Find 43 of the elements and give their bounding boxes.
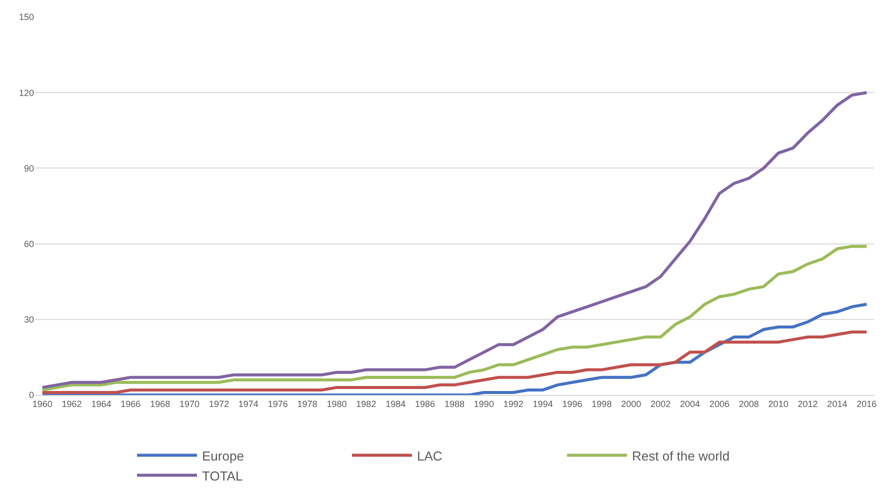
x-tick-label: 1968 bbox=[150, 398, 170, 409]
x-tick-label: 1976 bbox=[268, 398, 288, 409]
x-tick-label: 1986 bbox=[415, 398, 436, 409]
y-tick-label: 150 bbox=[18, 12, 34, 22]
x-tick-label: 1984 bbox=[386, 398, 406, 409]
x-tick-label: 1962 bbox=[62, 398, 82, 409]
y-tick-label: 30 bbox=[24, 314, 34, 325]
line-series bbox=[40, 330, 868, 394]
x-tick-label: 2008 bbox=[738, 398, 759, 409]
line-series bbox=[40, 91, 868, 389]
x-tick-label: 1996 bbox=[562, 398, 582, 409]
y-tick-label: 120 bbox=[18, 88, 34, 98]
x-tick-label: 1978 bbox=[297, 398, 318, 409]
x-tick-label: 2016 bbox=[856, 398, 877, 409]
legend-label: TOTAL bbox=[202, 468, 243, 484]
x-tick-label: 1964 bbox=[91, 398, 112, 409]
y-tick-label: 0 bbox=[28, 390, 34, 400]
line-series bbox=[40, 302, 868, 395]
x-tick-label: 1992 bbox=[503, 398, 524, 409]
x-tick-label: 2012 bbox=[798, 398, 818, 409]
x-tick-label: 2006 bbox=[709, 398, 730, 409]
x-tick-label: 2014 bbox=[827, 398, 848, 409]
x-tick-label: 1980 bbox=[326, 398, 347, 409]
line-series bbox=[40, 244, 868, 392]
x-tick-label: 2000 bbox=[621, 398, 642, 409]
x-tick-label: 1990 bbox=[474, 398, 494, 409]
legend-label: Rest of the world bbox=[632, 448, 730, 464]
y-tick-label: 60 bbox=[24, 238, 34, 249]
x-tick-label: 1974 bbox=[238, 398, 258, 409]
x-tick-label: 1970 bbox=[180, 398, 200, 409]
x-tick-label: 2004 bbox=[680, 398, 700, 409]
legend-label: Europe bbox=[202, 448, 244, 464]
x-tick-label: 2002 bbox=[650, 398, 671, 409]
x-tick-label: 1994 bbox=[532, 398, 553, 409]
x-tick-label: 1982 bbox=[356, 398, 376, 409]
x-tick-label: 1998 bbox=[592, 398, 612, 409]
y-tick-label: 90 bbox=[24, 163, 34, 174]
x-tick-label: 2010 bbox=[768, 398, 788, 409]
x-tick-label: 1988 bbox=[444, 398, 465, 409]
x-tick-label: 1960 bbox=[32, 398, 52, 409]
legend-label: LAC bbox=[417, 448, 442, 464]
x-tick-label: 1972 bbox=[208, 398, 230, 409]
x-tick-label: 1966 bbox=[120, 398, 141, 409]
